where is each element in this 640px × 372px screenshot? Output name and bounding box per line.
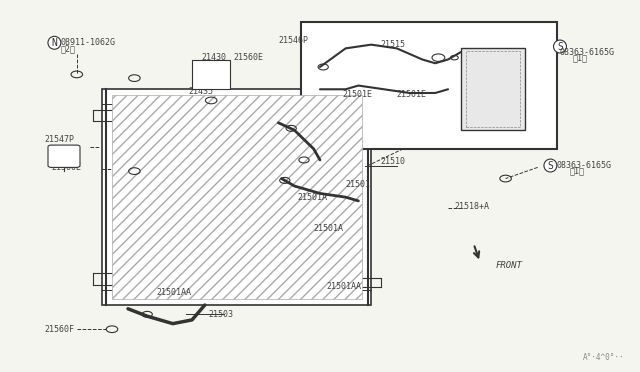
Text: 21501E: 21501E [342, 90, 372, 99]
Text: 21515: 21515 [381, 40, 406, 49]
Text: S: S [547, 161, 554, 170]
Text: （1）: （1） [573, 53, 588, 62]
Text: 21501AA: 21501AA [326, 282, 362, 291]
Text: S: S [557, 42, 563, 51]
Text: 21560E: 21560E [51, 163, 81, 172]
Bar [112, 95, 362, 299]
Text: 21501A: 21501A [314, 224, 344, 233]
Text: N: N [51, 38, 58, 48]
Text: 21560E: 21560E [234, 53, 264, 62]
Bar [461, 48, 525, 130]
Text: FRONT: FRONT [496, 261, 523, 270]
Text: 21516: 21516 [480, 53, 505, 62]
Bar [301, 22, 557, 149]
Bar [466, 51, 520, 127]
Text: 08363-6165G: 08363-6165G [560, 48, 615, 57]
Text: 21518+B: 21518+B [486, 90, 522, 99]
Text: 21547P: 21547P [45, 135, 75, 144]
Text: 08911-1062G: 08911-1062G [61, 38, 116, 47]
Text: 21501AA: 21501AA [157, 288, 192, 296]
Text: 21510: 21510 [381, 157, 406, 166]
FancyBboxPatch shape [48, 145, 80, 167]
Bar [102, 89, 371, 305]
Text: A°·4^0°··: A°·4^0°·· [582, 353, 624, 362]
Text: 21501A: 21501A [298, 193, 328, 202]
Text: （2）: （2） [61, 44, 76, 53]
Text: 21518+A: 21518+A [454, 202, 490, 211]
Bar [192, 60, 230, 89]
Text: 21430: 21430 [202, 53, 227, 62]
Text: 21546P: 21546P [278, 36, 308, 45]
Text: 21435: 21435 [189, 87, 214, 96]
Text: 21501: 21501 [346, 180, 371, 189]
Text: 21503: 21503 [208, 310, 233, 319]
Text: （1）: （1） [570, 167, 584, 176]
Text: 21501E: 21501E [397, 90, 427, 99]
Text: 21560F: 21560F [45, 325, 75, 334]
Text: 08363-6165G: 08363-6165G [557, 161, 612, 170]
